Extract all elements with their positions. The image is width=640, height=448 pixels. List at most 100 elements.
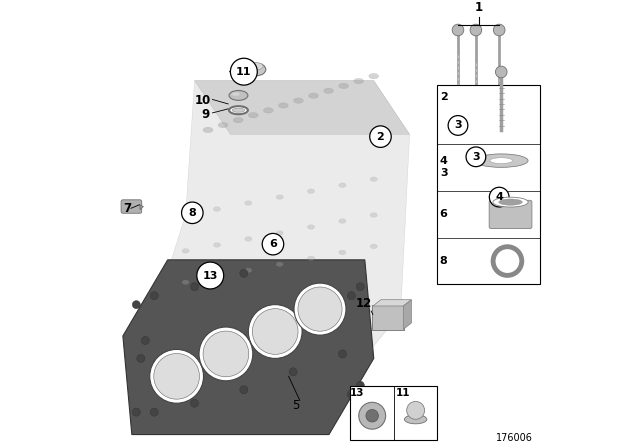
Circle shape — [154, 353, 200, 399]
Circle shape — [150, 292, 158, 300]
Ellipse shape — [229, 106, 248, 114]
Ellipse shape — [182, 280, 189, 284]
Ellipse shape — [276, 262, 284, 267]
Ellipse shape — [229, 90, 248, 100]
Ellipse shape — [276, 195, 284, 199]
Circle shape — [240, 386, 248, 394]
Text: 7: 7 — [124, 202, 131, 215]
Ellipse shape — [244, 201, 252, 205]
Circle shape — [137, 354, 145, 362]
FancyBboxPatch shape — [489, 200, 532, 228]
Circle shape — [495, 66, 507, 78]
Circle shape — [356, 381, 364, 389]
Ellipse shape — [213, 243, 221, 247]
Ellipse shape — [182, 249, 189, 253]
Text: 11: 11 — [396, 388, 410, 398]
Ellipse shape — [370, 213, 378, 217]
Ellipse shape — [213, 207, 221, 211]
Ellipse shape — [263, 108, 273, 113]
FancyBboxPatch shape — [121, 200, 141, 213]
Circle shape — [348, 390, 355, 398]
FancyBboxPatch shape — [437, 85, 540, 284]
Circle shape — [150, 349, 204, 403]
Text: 10: 10 — [195, 94, 211, 108]
Ellipse shape — [213, 274, 221, 279]
Ellipse shape — [490, 158, 513, 164]
Ellipse shape — [182, 213, 189, 217]
Ellipse shape — [307, 189, 315, 194]
FancyBboxPatch shape — [351, 386, 437, 440]
Text: 13: 13 — [202, 271, 218, 280]
Circle shape — [252, 309, 298, 354]
Circle shape — [289, 368, 297, 376]
Circle shape — [339, 350, 346, 358]
Ellipse shape — [248, 112, 258, 118]
Ellipse shape — [218, 122, 228, 128]
Circle shape — [366, 409, 378, 422]
Ellipse shape — [307, 225, 315, 229]
Ellipse shape — [294, 98, 303, 103]
Text: 176006: 176006 — [497, 433, 533, 443]
Ellipse shape — [339, 219, 346, 223]
Text: 2: 2 — [376, 132, 385, 142]
Ellipse shape — [493, 197, 528, 207]
Text: 8: 8 — [440, 256, 447, 266]
Circle shape — [348, 292, 355, 300]
Ellipse shape — [324, 88, 333, 94]
Circle shape — [493, 247, 522, 276]
Circle shape — [132, 408, 140, 416]
Circle shape — [359, 402, 386, 429]
Ellipse shape — [250, 63, 263, 70]
Circle shape — [470, 24, 482, 36]
FancyBboxPatch shape — [372, 305, 404, 330]
Circle shape — [230, 58, 257, 85]
Ellipse shape — [307, 256, 315, 261]
Polygon shape — [123, 260, 374, 435]
Text: 13: 13 — [350, 388, 365, 398]
Ellipse shape — [308, 93, 319, 99]
Text: 4: 4 — [495, 192, 503, 202]
Text: 1: 1 — [475, 1, 483, 14]
Circle shape — [262, 233, 284, 255]
Text: 12: 12 — [355, 297, 372, 310]
Ellipse shape — [203, 127, 213, 133]
Circle shape — [191, 283, 198, 291]
Ellipse shape — [354, 78, 364, 84]
Ellipse shape — [499, 199, 522, 205]
Polygon shape — [154, 81, 410, 367]
Circle shape — [150, 408, 158, 416]
Ellipse shape — [339, 83, 349, 89]
Circle shape — [294, 283, 346, 335]
Text: 9: 9 — [202, 108, 210, 121]
Circle shape — [182, 202, 203, 224]
Text: 6: 6 — [440, 209, 447, 219]
Text: 3: 3 — [472, 152, 480, 162]
Ellipse shape — [244, 237, 252, 241]
Polygon shape — [373, 300, 412, 306]
Circle shape — [466, 147, 486, 167]
Ellipse shape — [244, 268, 252, 272]
Text: 5: 5 — [292, 399, 299, 412]
Circle shape — [298, 287, 342, 331]
Circle shape — [452, 24, 464, 36]
Ellipse shape — [370, 244, 378, 249]
Polygon shape — [195, 81, 410, 134]
Ellipse shape — [370, 177, 378, 181]
Circle shape — [132, 301, 140, 309]
Circle shape — [199, 327, 253, 381]
Circle shape — [240, 269, 248, 277]
Polygon shape — [140, 205, 143, 210]
Polygon shape — [403, 300, 412, 329]
Text: 11: 11 — [236, 67, 252, 77]
Ellipse shape — [276, 231, 284, 235]
Circle shape — [191, 399, 198, 407]
Ellipse shape — [404, 415, 427, 424]
Ellipse shape — [339, 183, 346, 187]
Circle shape — [493, 24, 505, 36]
Ellipse shape — [474, 154, 528, 168]
Circle shape — [490, 187, 509, 207]
Circle shape — [356, 283, 364, 291]
Circle shape — [248, 305, 302, 358]
Text: 8: 8 — [188, 208, 196, 218]
Ellipse shape — [233, 117, 243, 123]
